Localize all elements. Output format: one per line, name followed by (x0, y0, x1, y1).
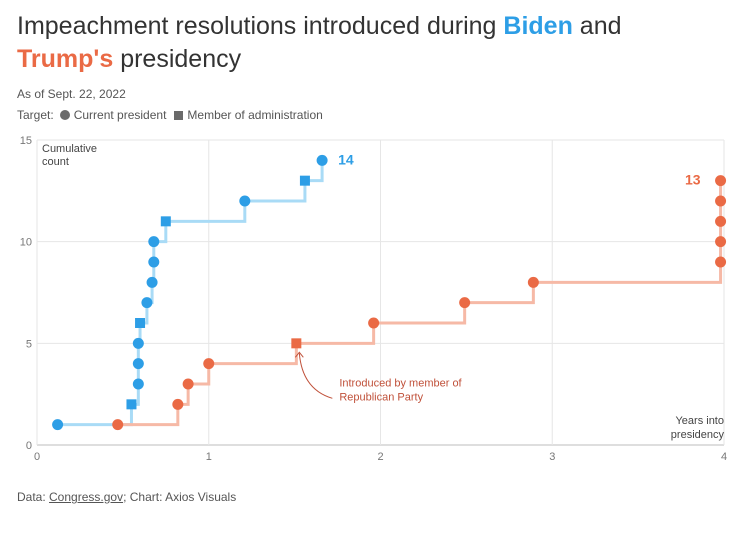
annotation-text: Introduced by member of Republican Party (339, 377, 462, 403)
data-point-circle (316, 154, 328, 166)
series-end-label: 13 (685, 172, 701, 188)
y-tick-label: 15 (20, 135, 32, 147)
x-axis-title-line: Years into (675, 415, 724, 427)
data-point-circle (239, 195, 251, 207)
data-point-circle (148, 256, 160, 268)
legend-label: Target: (17, 108, 54, 122)
chart-legend: Target: Current president Member of admi… (17, 108, 323, 122)
data-point-circle (148, 236, 160, 248)
x-axis-title-line: presidency (671, 429, 725, 441)
data-point-circle (715, 175, 727, 187)
data-point-circle (203, 358, 215, 370)
y-tick-label: 5 (26, 338, 32, 350)
data-point-square (126, 399, 137, 410)
data-point-circle (715, 215, 727, 227)
chart-labels: 0 5 10 15 0 1 2 3 4 Cumulative count Years into pres… (20, 135, 727, 463)
x-axis-title: Years into presidency (671, 415, 725, 441)
data-point-circle (459, 297, 471, 309)
data-point-square (160, 216, 171, 227)
data-point-circle (182, 378, 194, 390)
chart-title: Impeachment resolutions introduced durin… (17, 10, 732, 76)
data-point-circle (715, 256, 727, 268)
data-point-circle (132, 337, 144, 349)
x-tick-label: 4 (721, 451, 727, 463)
data-point-circle (715, 195, 727, 207)
y-axis-title-line: Cumulative (42, 143, 97, 155)
x-tick-label: 0 (34, 451, 40, 463)
data-point-circle (132, 378, 144, 390)
title-trump: Trump's (17, 45, 114, 73)
data-point-circle (132, 358, 144, 370)
title-biden: Biden (503, 12, 573, 40)
data-point-square (291, 338, 302, 349)
data-point-square (299, 175, 310, 186)
title-part2: and (572, 12, 622, 40)
annotation-line: Introduced by member of (339, 377, 462, 389)
chart-svg: 0 5 10 15 0 1 2 3 4 Cumulative count Years into pres… (20, 135, 727, 463)
y-axis-title: Cumulative count (42, 143, 97, 168)
footer-prefix: Data: (17, 490, 50, 504)
title-part1: Impeachment resolutions introduced durin… (17, 12, 504, 40)
data-point-circle (146, 276, 158, 288)
annotation-arrowhead (294, 351, 304, 358)
x-tick-label: 3 (549, 451, 555, 463)
title-part3: presidency (113, 45, 242, 73)
footer-suffix: ; Chart: Axios Visuals (123, 490, 237, 504)
source-link[interactable]: Congress.gov (49, 490, 124, 504)
data-point-circle (141, 297, 153, 309)
series-end-label: 14 (338, 151, 354, 167)
data-point-circle (52, 419, 64, 431)
y-axis-title-line: count (42, 156, 69, 168)
legend-square-label: Member of administration (187, 108, 323, 122)
data-point-circle (715, 236, 727, 248)
footer-credit: Data: Congress.gov; Chart: Axios Visuals (17, 490, 236, 504)
x-tick-label: 1 (206, 451, 212, 463)
y-tick-label: 10 (20, 237, 32, 249)
circle-icon (59, 110, 70, 120)
chart-subtitle: As of Sept. 22, 2022 (17, 87, 126, 101)
series-marks (52, 154, 727, 431)
square-icon (174, 110, 184, 120)
data-point-circle (112, 419, 124, 431)
data-point-square (135, 318, 146, 328)
legend-circle-label: Current president (73, 108, 167, 122)
data-point-circle (172, 398, 184, 410)
x-tick-label: 2 (377, 451, 383, 463)
y-tick-label: 0 (26, 440, 32, 452)
data-point-circle (527, 276, 539, 288)
data-point-circle (368, 317, 380, 329)
annotation-arrow (298, 353, 333, 399)
annotation-line: Republican Party (339, 391, 423, 403)
